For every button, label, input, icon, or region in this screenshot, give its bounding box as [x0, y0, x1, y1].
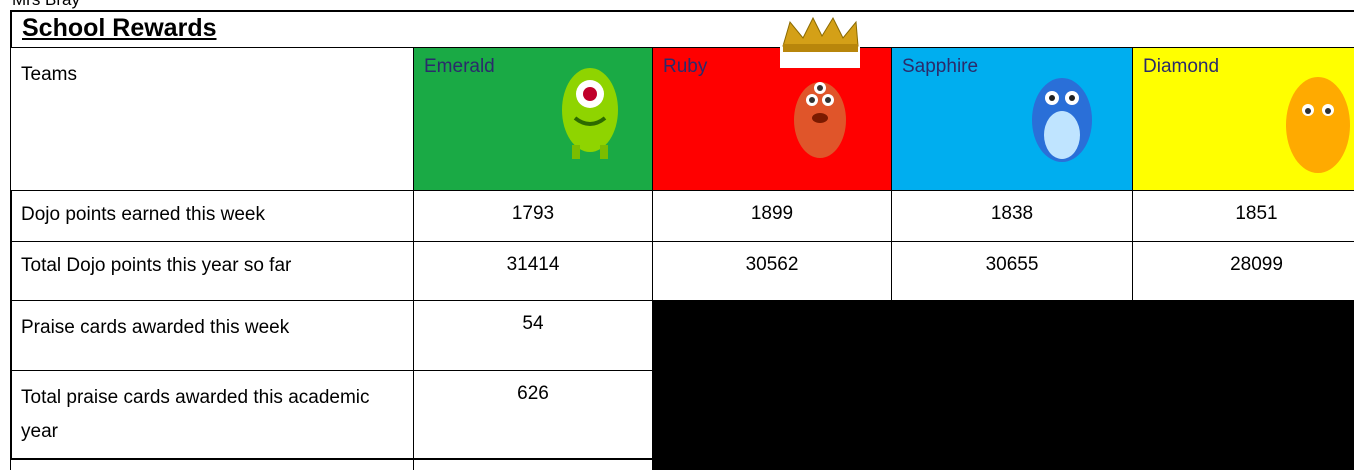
- ruby-monster: [794, 82, 846, 158]
- crown: [780, 18, 860, 68]
- page: Mrs Bray School Rewards TeamsEmeraldRuby…: [0, 0, 1354, 455]
- sapphire-monster: [1032, 78, 1092, 162]
- emerald-monster: [562, 68, 618, 159]
- decorations: [0, 0, 1354, 455]
- diamond-monster: [1286, 77, 1350, 173]
